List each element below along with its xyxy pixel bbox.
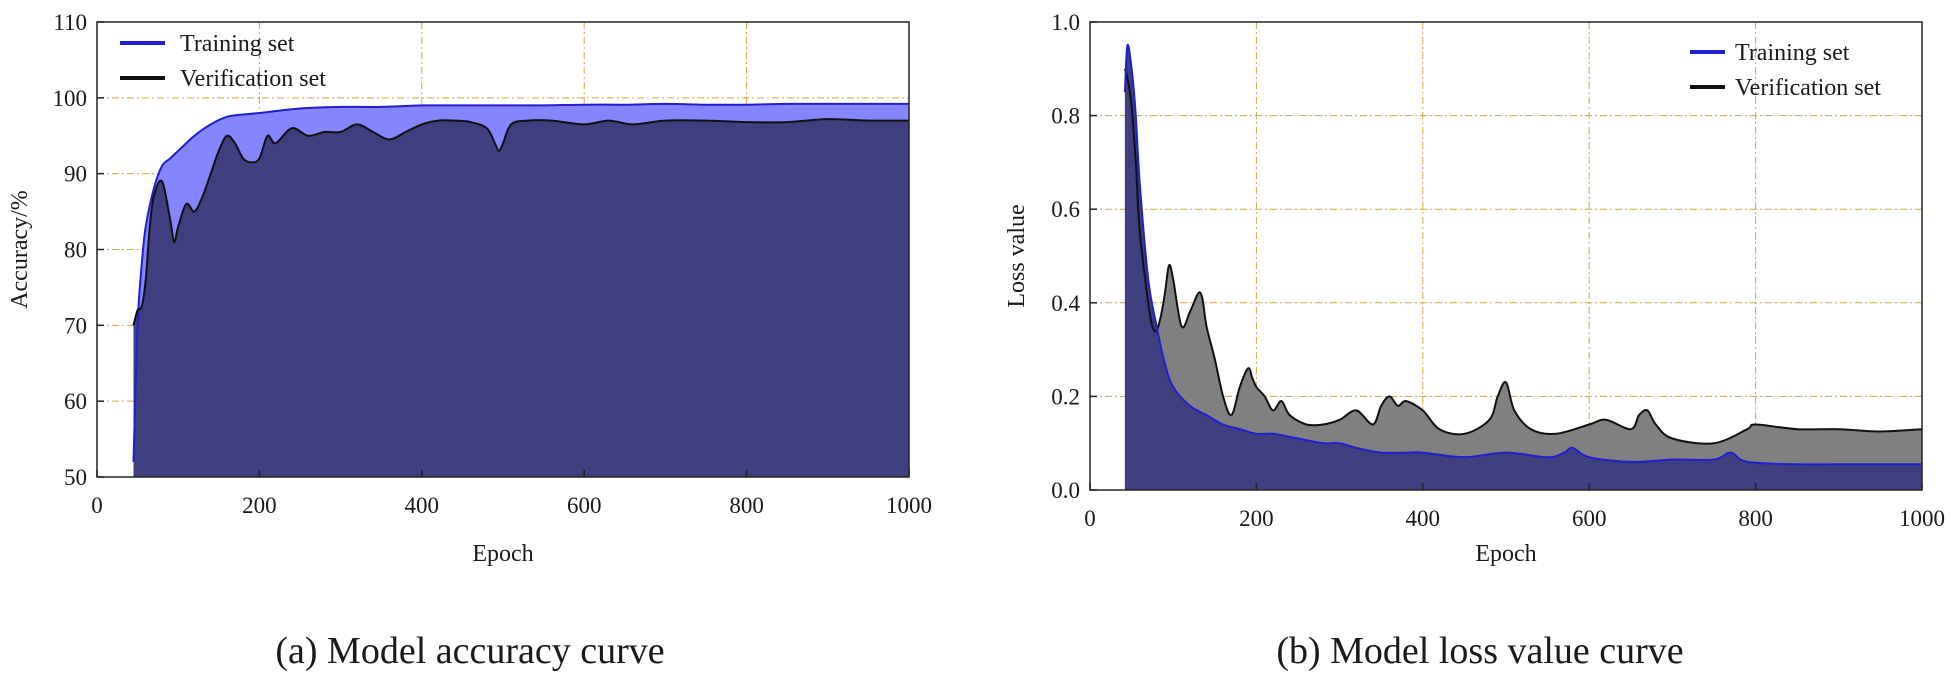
loss-caption: (b) Model loss value curve [1276, 630, 1683, 672]
loss-y-tick-label-4: 0.8 [1051, 104, 1080, 129]
loss-area-verification [1124, 68, 1922, 491]
accuracy-lines [132, 102, 910, 462]
loss-x-tick-label-4: 800 [1738, 506, 1773, 531]
loss-ticks: 0 200 400 600 800 1000 0.0 0.2 0.4 0.6 0.8 1.0 [1051, 10, 1945, 531]
loss-legend: Training set Verification set [1690, 40, 1881, 101]
accuracy-legend: Training set Verification set [120, 31, 326, 92]
legend-label-training: Training set [1735, 40, 1850, 66]
loss-x-tick-label-0: 0 [1084, 506, 1096, 531]
accuracy-x-tick-label-1: 200 [242, 493, 277, 518]
accuracy-line-verification [132, 118, 910, 326]
loss-x-tick-label-5: 1000 [1899, 506, 1945, 531]
accuracy-y-tick-label-5: 100 [53, 86, 88, 111]
accuracy-y-tick-label-2: 70 [64, 313, 87, 338]
accuracy-y-tick-label-0: 50 [64, 465, 87, 490]
accuracy-fills [133, 103, 909, 478]
loss-x-axis-label: Epoch [1475, 541, 1536, 567]
accuracy-y-tick-label-6: 110 [53, 10, 87, 35]
loss-x-tick-label-3: 600 [1572, 506, 1607, 531]
accuracy-y-tick-label-3: 80 [64, 238, 87, 263]
accuracy-x-tick-label-4: 800 [729, 493, 764, 518]
accuracy-y-tick-label-1: 60 [64, 389, 87, 414]
legend-label-verification: Verification set [1735, 75, 1881, 101]
accuracy-caption: (a) Model accuracy curve [275, 630, 664, 672]
legend-label-training: Training set [180, 31, 295, 57]
accuracy-y-tick-label-4: 90 [64, 162, 87, 187]
loss-line-verification [1123, 68, 1923, 445]
loss-x-tick-label-2: 400 [1406, 506, 1441, 531]
accuracy-line-training [132, 102, 909, 462]
loss-y-tick-label-1: 0.2 [1051, 384, 1080, 409]
accuracy-area-verification [133, 119, 909, 478]
loss-line-training [1123, 43, 1922, 466]
accuracy-x-axis-label: Epoch [472, 541, 533, 567]
accuracy-x-tick-label-3: 600 [567, 493, 602, 518]
accuracy-ticks: 0 200 400 600 800 1000 50 60 70 80 90 100 110 [53, 10, 933, 518]
loss-x-tick-label-1: 200 [1239, 506, 1274, 531]
loss-chart: 0 200 400 600 800 1000 0.0 0.2 0.4 0.6 0.8 1.0 Epoc… [1004, 10, 1945, 672]
loss-y-tick-label-5: 1.0 [1051, 10, 1080, 35]
loss-y-tick-label-3: 0.6 [1051, 197, 1080, 222]
loss-y-tick-label-0: 0.0 [1051, 478, 1080, 503]
accuracy-x-tick-label-2: 400 [405, 493, 440, 518]
loss-plot-frame [1089, 21, 1923, 491]
accuracy-x-tick-label-5: 1000 [886, 493, 932, 518]
loss-y-axis-label: Loss value [1004, 204, 1030, 307]
loss-lines [1123, 43, 1923, 466]
legend-label-verification: Verification set [180, 66, 326, 92]
loss-area-training [1124, 44, 1922, 491]
accuracy-y-axis-label: Accuracy/% [7, 190, 33, 309]
loss-y-tick-label-2: 0.4 [1051, 291, 1080, 316]
accuracy-x-tick-label-0: 0 [91, 493, 103, 518]
loss-fills [1124, 44, 1922, 491]
